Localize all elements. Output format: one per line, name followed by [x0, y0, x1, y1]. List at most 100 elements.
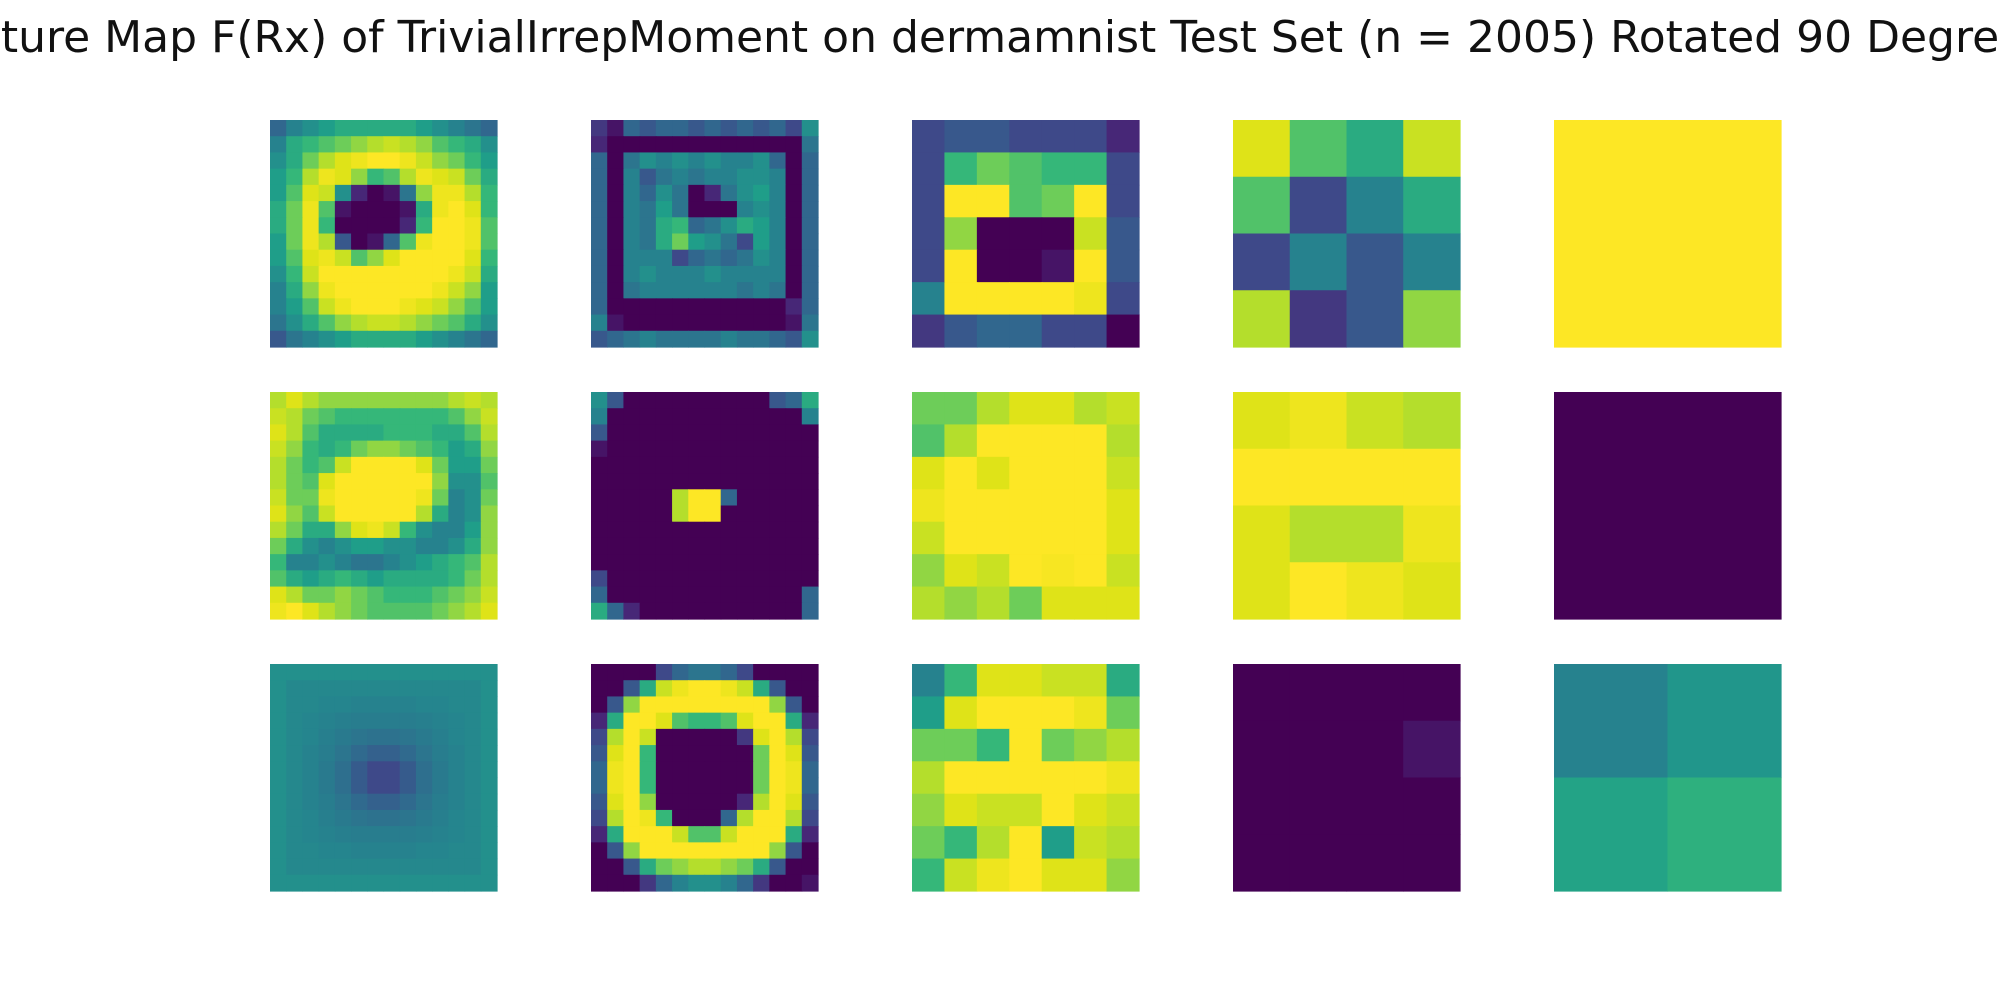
heatmap-cell — [351, 809, 368, 827]
heatmap-cell — [672, 489, 689, 507]
heatmap-cell — [688, 858, 706, 876]
heatmap-cell — [736, 184, 754, 202]
heatmap-cell — [1667, 664, 1782, 779]
heatmap-cell — [1041, 217, 1075, 251]
heatmap-cell — [334, 712, 352, 730]
heatmap-cell — [318, 392, 336, 409]
heatmap-cell — [480, 761, 498, 779]
heatmap-cell — [591, 826, 608, 843]
heatmap-cell — [480, 826, 498, 843]
heatmap-panel-r2-c1 — [270, 392, 498, 620]
heatmap-cell — [448, 152, 466, 170]
heatmap-cell — [432, 298, 449, 316]
heatmap-cell — [769, 826, 787, 843]
heatmap-cell — [801, 554, 819, 571]
heatmap-cell — [270, 282, 287, 299]
heatmap-cell — [704, 521, 722, 539]
heatmap-cell — [672, 537, 689, 555]
heatmap-cell — [367, 184, 385, 202]
heatmap-cell — [351, 473, 368, 490]
heatmap-cell — [432, 586, 449, 604]
heatmap-cell — [302, 680, 320, 698]
heatmap-cell — [785, 793, 803, 811]
heatmap-cell — [720, 424, 738, 442]
heatmap-cell — [334, 233, 352, 251]
heatmap-cell — [753, 809, 770, 827]
heatmap-cell — [480, 249, 498, 267]
heatmap-cell — [448, 505, 466, 523]
heatmap-cell — [704, 282, 722, 299]
heatmap-cell — [623, 298, 641, 316]
heatmap-cell — [399, 793, 417, 811]
heatmap-cell — [270, 440, 287, 458]
heatmap-cell — [607, 842, 625, 860]
heatmap-cell — [1009, 554, 1043, 588]
heatmap-cell — [480, 874, 498, 892]
heatmap-cell — [736, 521, 754, 539]
heatmap-cell — [1233, 392, 1291, 450]
heatmap-cell — [591, 761, 608, 779]
heatmap-cell — [720, 745, 738, 762]
heatmap-cell — [639, 136, 657, 154]
heatmap-cell — [1009, 282, 1043, 316]
heatmap-cell — [448, 424, 466, 442]
heatmap-cell — [769, 777, 787, 795]
heatmap-cell — [688, 265, 706, 283]
heatmap-cell — [623, 408, 641, 426]
heatmap-cell — [302, 586, 320, 604]
heatmap-cell — [1289, 392, 1348, 450]
heatmap-cell — [736, 664, 754, 681]
heatmap-cell — [367, 265, 385, 283]
heatmap-cell — [432, 874, 449, 892]
heatmap-cell — [432, 680, 449, 698]
heatmap-cell — [801, 826, 819, 843]
heatmap-cell — [351, 680, 368, 698]
heatmap-cell — [351, 136, 368, 154]
heatmap-cell — [286, 505, 304, 523]
heatmap-cell — [399, 330, 417, 348]
heatmap-cell — [785, 392, 803, 409]
heatmap-cell — [302, 136, 320, 154]
heatmap-cell — [464, 505, 482, 523]
heatmap-cell — [1233, 176, 1291, 235]
heatmap-cell — [623, 152, 641, 170]
heatmap-cell — [591, 537, 608, 555]
heatmap-cell — [785, 537, 803, 555]
heatmap-cell — [688, 201, 706, 218]
heatmap-cell — [672, 521, 689, 539]
heatmap-cell — [736, 586, 754, 604]
heatmap-cell — [639, 217, 657, 235]
heatmap-cell — [399, 456, 417, 474]
heatmap-cell — [769, 586, 787, 604]
heatmap-cell — [432, 424, 449, 442]
heatmap-cell — [785, 664, 803, 681]
heatmap-cell — [1041, 664, 1075, 698]
heatmap-cell — [672, 392, 689, 409]
heatmap-cell — [464, 826, 482, 843]
heatmap-cell — [1106, 217, 1140, 251]
heatmap-cell — [801, 440, 819, 458]
heatmap-cell — [383, 201, 401, 218]
heatmap-cell — [367, 777, 385, 795]
heatmap-cell — [448, 664, 466, 681]
heatmap-cell — [270, 842, 287, 860]
heatmap-cell — [976, 314, 1010, 348]
heatmap-cell — [399, 408, 417, 426]
heatmap-cell — [432, 570, 449, 588]
heatmap-cell — [464, 570, 482, 588]
heatmap-cell — [704, 152, 722, 170]
heatmap-cell — [1041, 761, 1075, 795]
heatmap-cell — [736, 265, 754, 283]
heatmap-cell — [432, 761, 449, 779]
heatmap-cell — [1074, 392, 1108, 426]
heatmap-cell — [976, 554, 1010, 588]
heatmap-cell — [351, 777, 368, 795]
heatmap-cell — [448, 874, 466, 892]
heatmap-cell — [623, 826, 641, 843]
heatmap-cell — [286, 330, 304, 348]
heatmap-cell — [415, 152, 433, 170]
heatmap-cell — [607, 120, 625, 137]
heatmap-cell — [736, 392, 754, 409]
heatmap-cell — [976, 728, 1010, 762]
heatmap-cell — [448, 136, 466, 154]
